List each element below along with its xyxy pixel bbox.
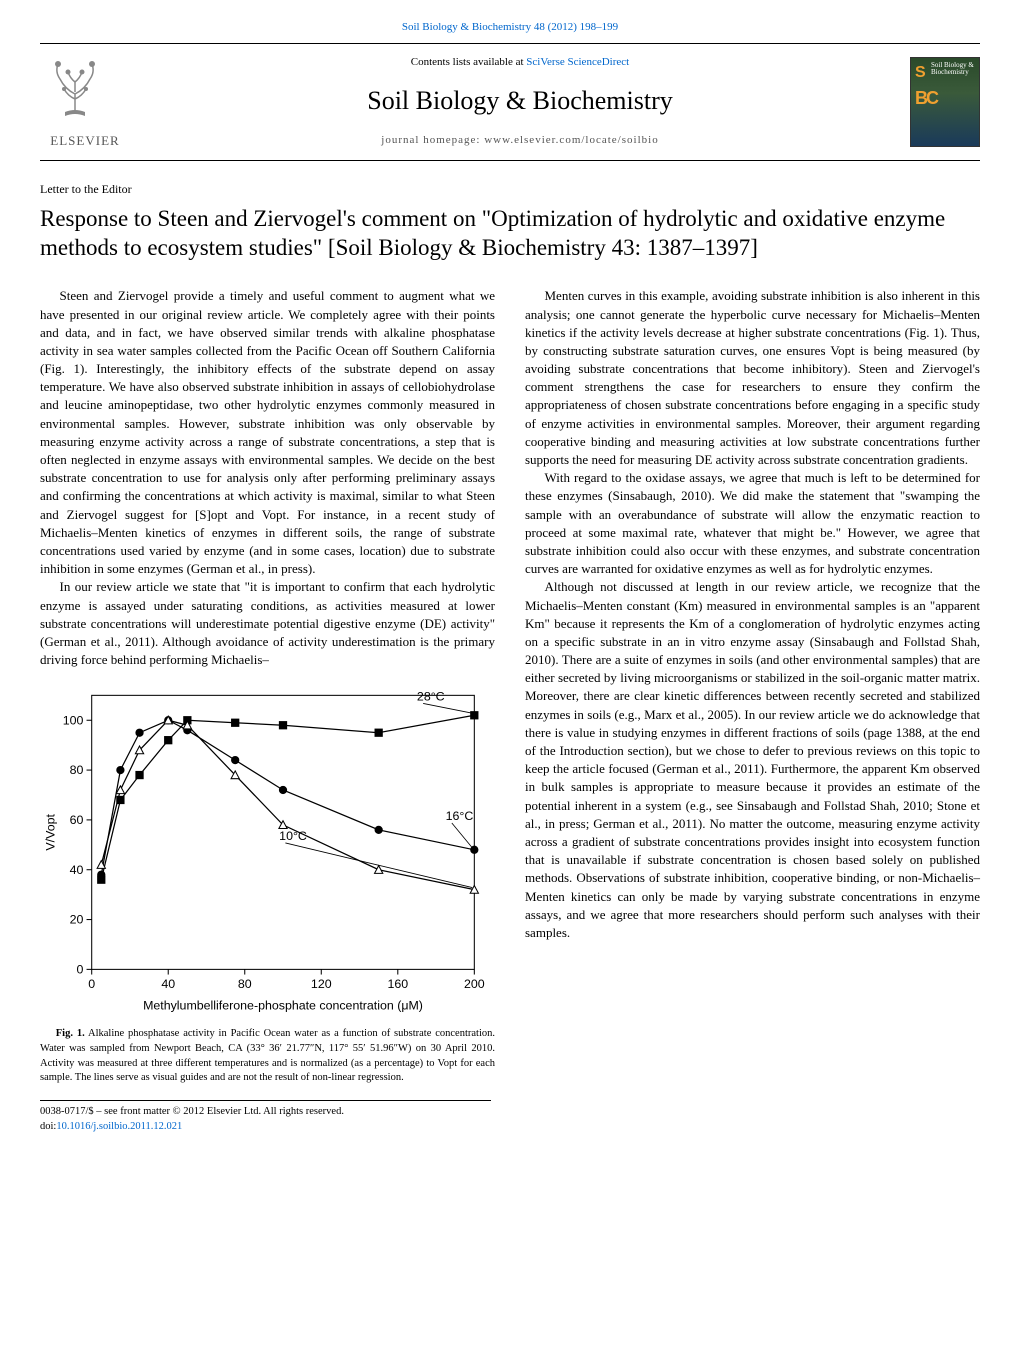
svg-text:100: 100: [63, 714, 84, 728]
citation-link[interactable]: Soil Biology & Biochemistry 48 (2012) 19…: [402, 21, 618, 33]
figure-1: 0 40 80 120 160 200 0 20 40 60 80 100 Methylumbellif…: [40, 685, 495, 1086]
svg-text:V/Vopt: V/Vopt: [43, 814, 57, 851]
article-title: Response to Steen and Ziervogel's commen…: [40, 204, 980, 264]
svg-text:80: 80: [238, 977, 252, 991]
doi-line: doi:10.1016/j.soilbio.2011.12.021: [40, 1120, 491, 1135]
svg-text:160: 160: [387, 977, 408, 991]
contents-prefix: Contents lists available at: [411, 56, 526, 68]
svg-text:40: 40: [70, 863, 84, 877]
svg-text:200: 200: [464, 977, 485, 991]
figure-caption-text: Alkaline phosphatase activity in Pacific…: [40, 1028, 495, 1083]
article-type: Letter to the Editor: [40, 181, 980, 198]
left-column: Steen and Ziervogel provide a timely and…: [40, 287, 495, 1086]
elsevier-tree-icon: [40, 54, 110, 124]
contents-line: Contents lists available at SciVerse Sci…: [130, 55, 910, 70]
para-2: In our review article we state that "it …: [40, 578, 495, 669]
svg-text:80: 80: [70, 763, 84, 777]
svg-text:120: 120: [311, 977, 332, 991]
svg-text:Methylumbelliferone-phosphate: Methylumbelliferone-phosphate concentrat…: [143, 999, 423, 1013]
svg-text:60: 60: [70, 813, 84, 827]
journal-header: ELSEVIER Contents lists available at Sci…: [40, 43, 980, 160]
svg-text:0: 0: [77, 963, 84, 977]
figure-1-caption: Fig. 1. Alkaline phosphatase activity in…: [40, 1027, 495, 1086]
cover-text: Soil Biology &Biochemistry: [931, 62, 974, 76]
cover-s: S: [915, 62, 926, 84]
cover-bc: BC: [915, 86, 937, 111]
right-column: Menten curves in this example, avoiding …: [525, 287, 980, 1086]
figure-label: Fig. 1.: [56, 1028, 85, 1039]
sciencedirect-link[interactable]: SciVerse ScienceDirect: [526, 56, 629, 68]
svg-text:16°C: 16°C: [446, 809, 474, 823]
doi-link[interactable]: 10.1016/j.soilbio.2011.12.021: [56, 1121, 182, 1132]
publisher-logo: ELSEVIER: [40, 54, 130, 149]
svg-text:20: 20: [70, 913, 84, 927]
publisher-name: ELSEVIER: [40, 132, 130, 150]
svg-text:28°C: 28°C: [417, 690, 445, 704]
journal-header-center: Contents lists available at SciVerse Sci…: [130, 55, 910, 148]
doi-prefix: doi:: [40, 1121, 56, 1132]
article-body: Steen and Ziervogel provide a timely and…: [40, 287, 980, 1086]
para-4: With regard to the oxidase assays, we ag…: [525, 469, 980, 578]
citation-bar: Soil Biology & Biochemistry 48 (2012) 19…: [40, 20, 980, 35]
para-5: Although not discussed at length in our …: [525, 578, 980, 942]
copyright-line: 0038-0717/$ – see front matter © 2012 El…: [40, 1105, 491, 1120]
svg-text:40: 40: [161, 977, 175, 991]
para-1: Steen and Ziervogel provide a timely and…: [40, 287, 495, 578]
figure-1-chart: 0 40 80 120 160 200 0 20 40 60 80 100 Methylumbellif…: [40, 685, 495, 1016]
para-3: Menten curves in this example, avoiding …: [525, 287, 980, 469]
svg-text:10°C: 10°C: [279, 829, 307, 843]
journal-cover-thumbnail: S Soil Biology &Biochemistry BC: [910, 57, 980, 147]
footer: 0038-0717/$ – see front matter © 2012 El…: [40, 1100, 491, 1134]
svg-text:0: 0: [88, 977, 95, 991]
homepage-link[interactable]: www.elsevier.com/locate/soilbio: [484, 134, 658, 146]
journal-homepage: journal homepage: www.elsevier.com/locat…: [130, 133, 910, 148]
homepage-label: journal homepage:: [381, 134, 484, 146]
journal-title: Soil Biology & Biochemistry: [130, 83, 910, 119]
